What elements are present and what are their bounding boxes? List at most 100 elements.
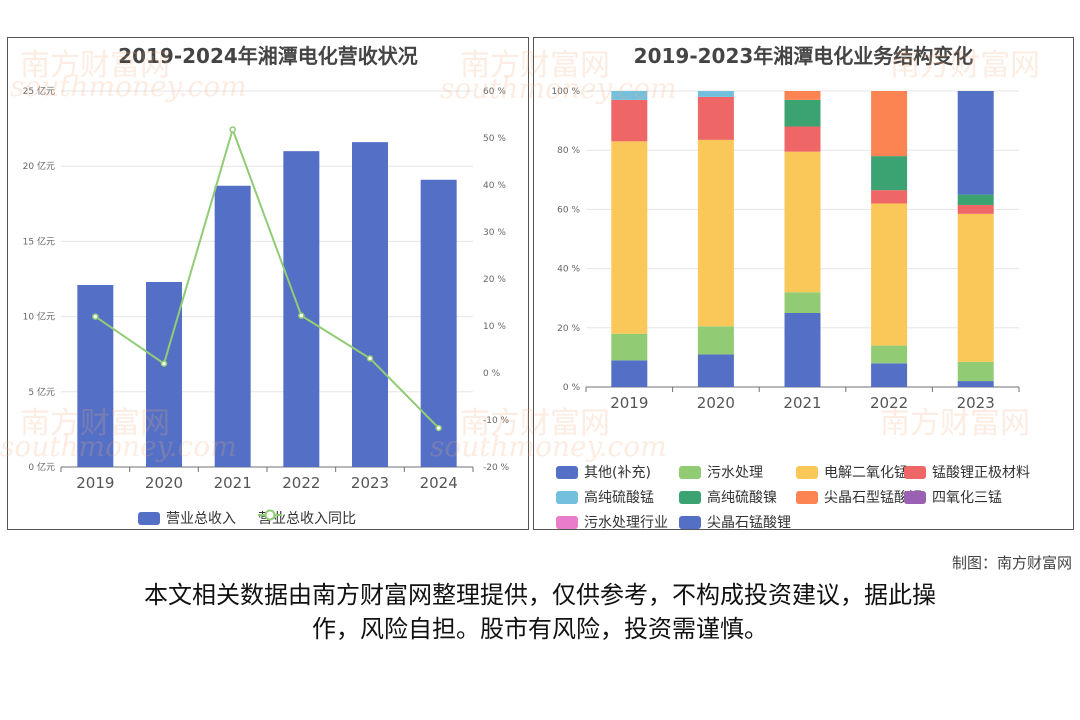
legend-item[interactable]: 锰酸锂正极材料	[904, 462, 1030, 482]
stacked-bar-segment	[871, 190, 908, 204]
right-chart-panel: 2019-2023年湘潭电化业务结构变化 0 % 20 % 40 % 60 % 80 %…	[533, 37, 1074, 531]
right-chart-svg: 0 % 20 % 40 % 60 % 80 % 100 % 2019 2020 2021 2022…	[551, 87, 1020, 412]
disclaimer-text: 本文相关数据由南方财富网整理提供，仅供参考，不构成投资建议，据此操 作，风险自担…	[60, 578, 1020, 646]
legend-label: 尖晶石型锰酸锂	[824, 490, 922, 506]
legend-swatch	[904, 465, 926, 479]
legend-item[interactable]: 污水处理	[679, 462, 763, 482]
y-tick-label-right: 10 %	[483, 322, 506, 332]
y-tick-label-right: 60 %	[483, 87, 506, 97]
legend-label: 污水处理	[707, 465, 763, 481]
left-chart-title: 2019-2024年湘潭电化营收状况	[118, 44, 418, 68]
y-tick-label-right: 30 %	[483, 228, 506, 238]
y-tick-label-right: 0 %	[483, 369, 501, 379]
y-tick-label-right: 50 %	[483, 134, 506, 144]
y-tick-label-left: 15 亿元	[23, 235, 55, 247]
stacked-bar-segment	[957, 381, 994, 387]
stacked-bar-segment	[957, 213, 994, 362]
legend-item-revenue[interactable]: 营业总收入	[138, 508, 236, 528]
legend-label: 电解二氧化锰	[824, 465, 908, 481]
y-tick-label-left: 10 亿元	[23, 311, 55, 323]
legend-item[interactable]: 其他(补充)	[556, 462, 651, 482]
stacked-bar-segment	[611, 99, 648, 142]
y-tick-label-right: 20 %	[483, 275, 506, 285]
legend-item[interactable]: 高纯硫酸镍	[679, 487, 777, 507]
stacked-bar-segment	[697, 91, 734, 97]
y-tick-label-left: 25 亿元	[23, 85, 55, 97]
x-tick-label: 2023	[351, 474, 389, 492]
legend-swatch	[796, 490, 818, 504]
x-tick-label: 2021	[783, 394, 821, 412]
legend-label-yoy: 营业总收入同比	[258, 511, 356, 527]
legend-label: 四氧化三锰	[932, 490, 1002, 506]
x-tick-label: 2020	[697, 394, 735, 412]
legend-item[interactable]: 高纯硫酸锰	[556, 487, 654, 507]
legend-item[interactable]: 电解二氧化锰	[796, 462, 908, 482]
stacked-bar-segment	[784, 151, 821, 293]
y-tick-label: 20 %	[557, 324, 580, 334]
revenue-bar	[77, 285, 114, 467]
y-tick-label-left: 5 亿元	[28, 386, 55, 398]
legend-item-yoy[interactable]: 营业总收入同比	[258, 508, 356, 528]
stacked-bar-segment	[957, 194, 994, 205]
stacked-bar-segment	[784, 91, 821, 100]
stacked-bar-segment	[871, 156, 908, 191]
right-chart-title: 2019-2023年湘潭电化业务结构变化	[633, 44, 974, 68]
stacked-bar-segment	[784, 313, 821, 387]
stacked-bar-segment	[697, 96, 734, 140]
yoy-point	[160, 360, 168, 367]
revenue-bar	[146, 282, 182, 467]
stacked-bar-segment	[784, 126, 821, 152]
y-tick-label: 80 %	[557, 146, 580, 156]
legend-item[interactable]: 污水处理行业	[556, 512, 668, 532]
stacked-bar-segment	[697, 354, 734, 387]
legend-label: 其他(补充)	[584, 465, 651, 481]
legend-swatch	[796, 465, 818, 479]
x-tick-label: 2022	[870, 394, 908, 412]
yoy-point	[229, 126, 236, 133]
chart-credit: 制图：南方财富网	[951, 554, 1072, 572]
y-tick-label: 40 %	[557, 265, 580, 275]
stacked-bar-segment	[697, 139, 734, 327]
yoy-point	[435, 424, 442, 432]
yoy-point	[298, 312, 305, 319]
stacked-bar-segment	[871, 203, 908, 346]
legend-swatch-revenue	[138, 511, 160, 525]
revenue-bar	[283, 151, 320, 467]
revenue-bar	[352, 142, 388, 468]
x-tick-label: 2021	[214, 474, 252, 492]
stacked-bar-segment	[611, 360, 648, 387]
left-chart-panel: 2019-2024年湘潭电化营收状况 0 亿元 5 亿元 10 亿元 15 亿元 20 …	[7, 37, 529, 530]
legend-swatch	[556, 490, 578, 504]
legend-swatch	[904, 490, 926, 504]
y-tick-label-right: -10 %	[483, 416, 510, 426]
x-tick-label: 2020	[145, 474, 183, 492]
stacked-bar-segment	[611, 333, 648, 361]
legend-label: 锰酸锂正极材料	[932, 465, 1030, 481]
yoy-point	[92, 313, 99, 320]
y-tick-label: 0 %	[563, 383, 581, 393]
legend-swatch	[679, 490, 701, 504]
yoy-line	[94, 126, 440, 429]
y-tick-label-left: 20 亿元	[23, 160, 55, 172]
stacked-bar-segment	[957, 361, 994, 382]
x-tick-label: 2022	[282, 474, 320, 492]
x-tick-label: 2023	[957, 394, 995, 412]
legend-swatch	[679, 515, 701, 529]
legend-swatch	[556, 465, 578, 479]
legend-label-revenue: 营业总收入	[166, 511, 236, 527]
y-tick-label-right: -20 %	[483, 463, 510, 473]
legend-item[interactable]: 尖晶石锰酸锂	[679, 512, 791, 532]
legend-item[interactable]: 尖晶石型锰酸锂	[796, 487, 922, 507]
x-tick-label: 2024	[420, 474, 458, 492]
legend-item[interactable]: 四氧化三锰	[904, 487, 1002, 507]
right-chart-legend: 其他(补充) 污水处理 电解二氧化锰 锰酸锂正极材料高纯硫酸锰 高纯硫酸镍 尖晶石型锰酸锂…	[534, 456, 1073, 531]
x-tick-label: 2019	[76, 474, 114, 492]
stacked-bar-segment	[957, 91, 994, 195]
legend-label: 高纯硫酸锰	[584, 490, 654, 506]
revenue-bar	[420, 179, 457, 467]
stacked-bar-segment	[697, 326, 734, 355]
revenue-bar	[214, 185, 251, 467]
left-chart-svg: 0 亿元 5 亿元 10 亿元 15 亿元 20 亿元 25 亿元 -20 % -10 % 0 …	[23, 85, 510, 492]
legend-label: 尖晶石锰酸锂	[707, 515, 791, 531]
yoy-point	[366, 355, 374, 362]
